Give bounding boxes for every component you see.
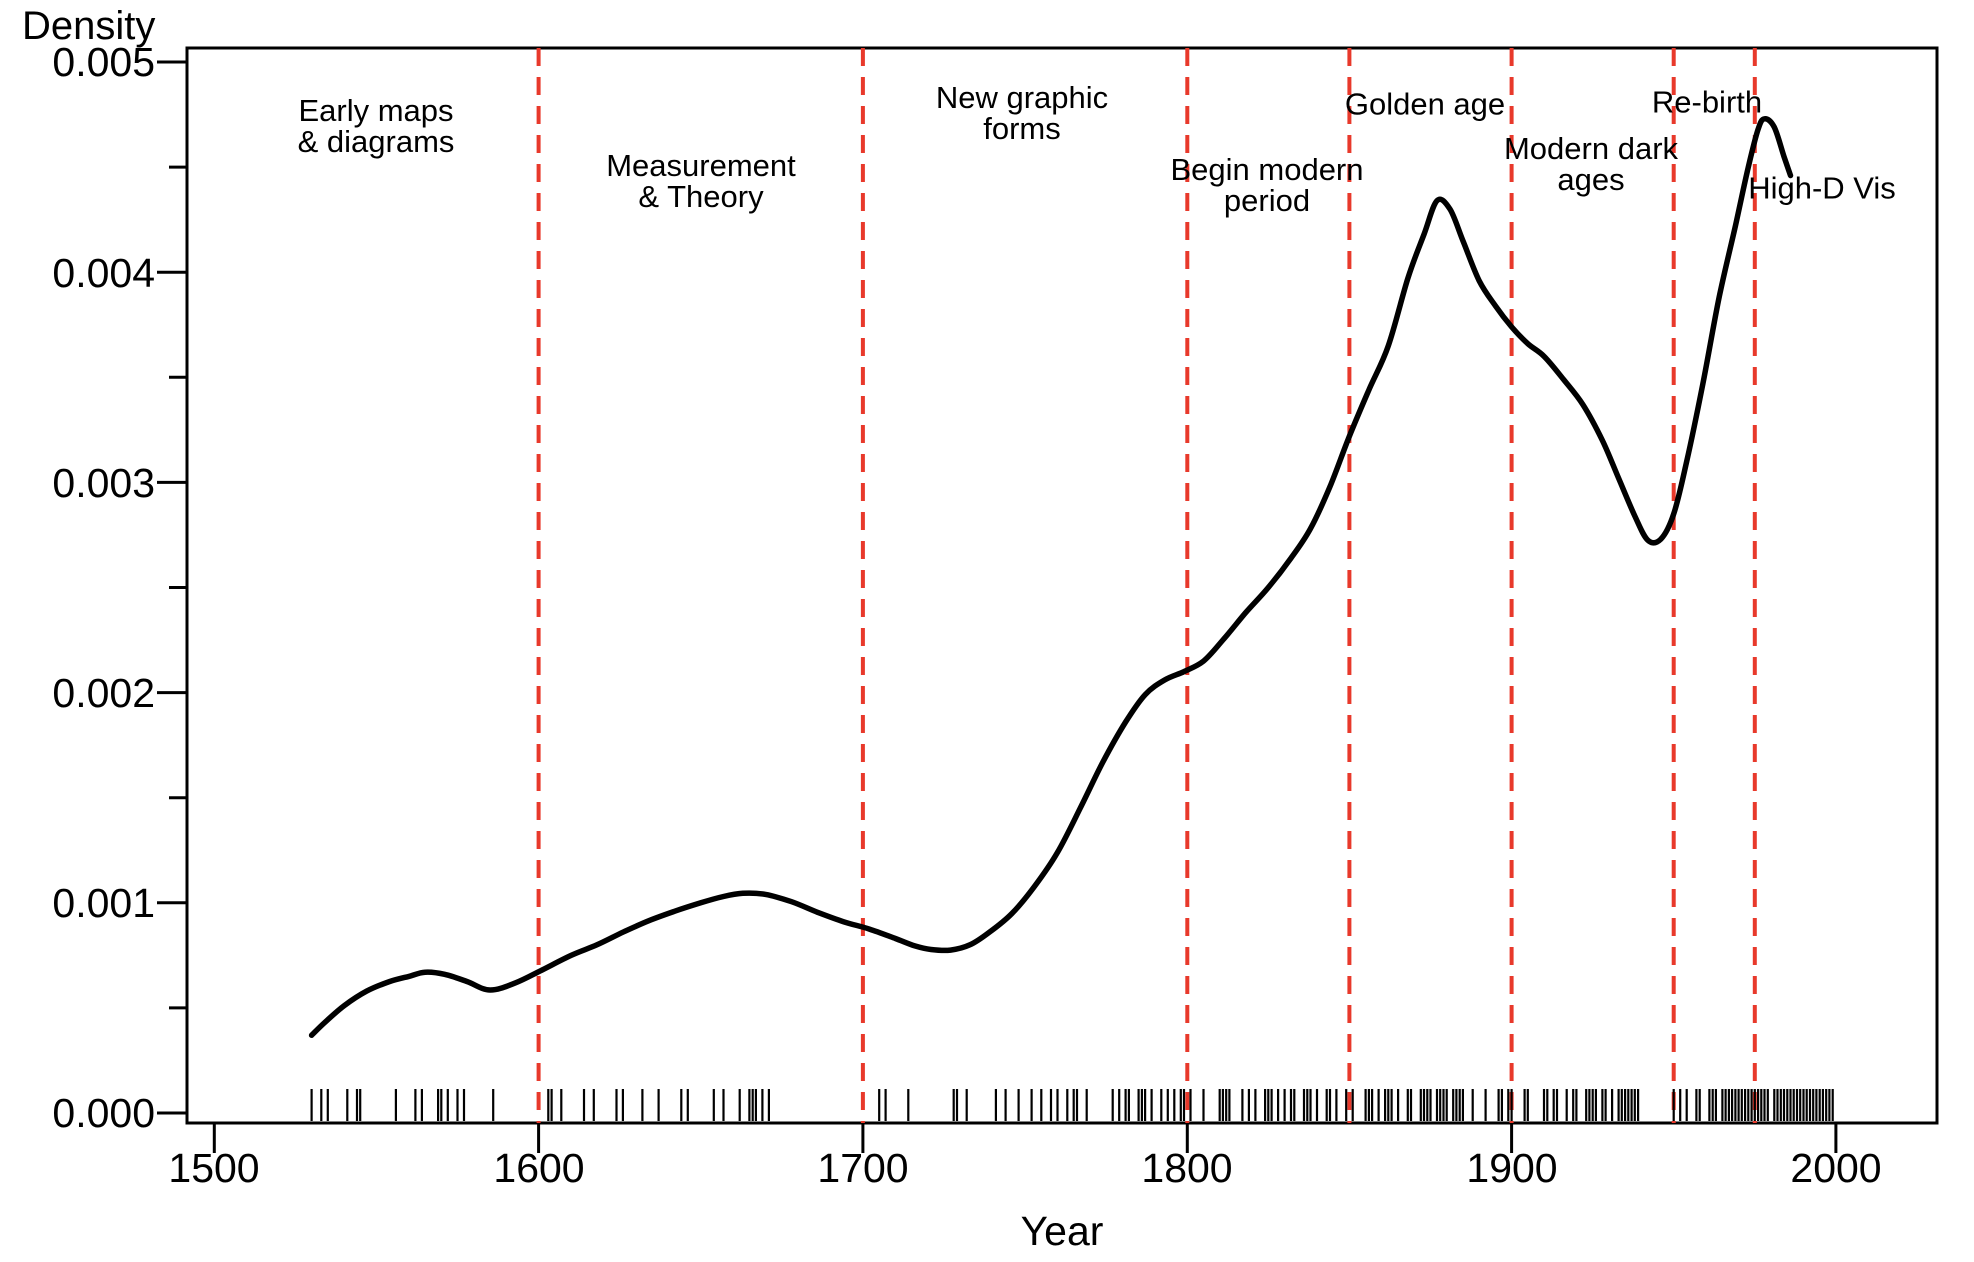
x-axis-title: Year — [1020, 1208, 1104, 1254]
era-label-begin-modern: Begin modern period — [1170, 152, 1364, 218]
era-label-measurement: Measurement & Theory — [606, 148, 796, 214]
x-tick-label-1500: 1500 — [168, 1145, 260, 1191]
y-axis-title: Density — [22, 4, 156, 48]
era-label-high-d-vis: High-D Vis — [1748, 170, 1896, 206]
x-tick-label-1700: 1700 — [817, 1145, 909, 1191]
y-tick-label-0.002: 0.002 — [52, 670, 155, 716]
y-tick-label-0.003: 0.003 — [52, 460, 155, 506]
y-tick-label-0.005: 0.005 — [52, 39, 155, 85]
x-tick-label-1900: 1900 — [1466, 1145, 1558, 1191]
era-label-rebirth: Re-birth — [1651, 84, 1763, 120]
x-tick-label-2000: 2000 — [1790, 1145, 1882, 1191]
y-tick-label-0.000: 0.000 — [52, 1090, 155, 1136]
era-label-golden-age: Golden age — [1344, 86, 1506, 122]
era-label-early-maps: Early maps & diagrams — [297, 93, 455, 159]
x-tick-label-1600: 1600 — [493, 1145, 585, 1191]
y-tick-label-0.004: 0.004 — [52, 250, 155, 296]
x-tick-label-1800: 1800 — [1141, 1145, 1233, 1191]
y-tick-label-0.001: 0.001 — [52, 880, 155, 926]
era-label-modern-dark: Modern dark ages — [1503, 131, 1679, 197]
era-label-new-graphic: New graphic forms — [935, 80, 1109, 146]
